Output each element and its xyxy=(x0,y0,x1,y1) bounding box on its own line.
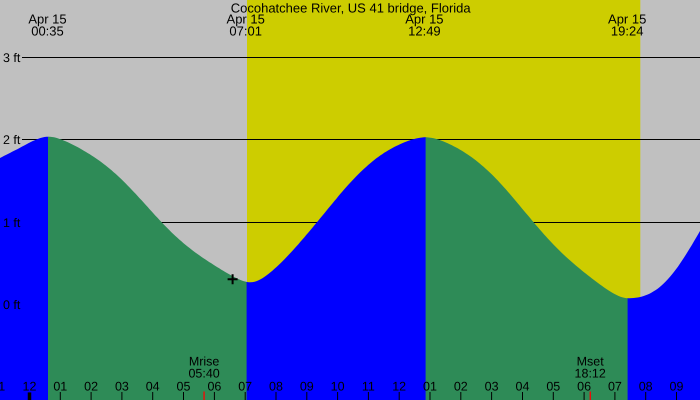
svg-text:09: 09 xyxy=(300,380,314,394)
svg-text:03: 03 xyxy=(115,380,129,394)
svg-text:0 ft: 0 ft xyxy=(3,298,21,312)
svg-text:12: 12 xyxy=(23,380,37,394)
svg-text:12: 12 xyxy=(392,380,406,394)
svg-text:Mrise: Mrise xyxy=(189,355,220,369)
svg-text:08: 08 xyxy=(639,380,653,394)
svg-text:3 ft: 3 ft xyxy=(3,51,21,65)
svg-text:Apr 15: Apr 15 xyxy=(28,12,66,27)
svg-text:04: 04 xyxy=(516,380,530,394)
svg-text:05:40: 05:40 xyxy=(188,367,219,381)
svg-text:11: 11 xyxy=(0,380,5,394)
svg-text:00:35: 00:35 xyxy=(31,24,64,39)
svg-text:12:49: 12:49 xyxy=(408,24,441,39)
svg-text:01: 01 xyxy=(423,380,437,394)
svg-text:07: 07 xyxy=(238,380,252,394)
svg-text:02: 02 xyxy=(454,380,468,394)
svg-text:10: 10 xyxy=(331,380,345,394)
svg-text:Apr 15: Apr 15 xyxy=(405,12,443,27)
svg-text:19:24: 19:24 xyxy=(611,24,644,39)
svg-text:04: 04 xyxy=(146,380,160,394)
svg-text:06: 06 xyxy=(577,380,591,394)
svg-text:08: 08 xyxy=(269,380,283,394)
svg-text:06: 06 xyxy=(207,380,221,394)
svg-text:02: 02 xyxy=(84,380,98,394)
svg-text:01: 01 xyxy=(53,380,67,394)
svg-text:2 ft: 2 ft xyxy=(3,133,21,147)
svg-text:11: 11 xyxy=(362,380,375,394)
svg-text:07: 07 xyxy=(608,380,622,394)
svg-text:Apr 15: Apr 15 xyxy=(608,12,646,27)
svg-text:1 ft: 1 ft xyxy=(3,216,21,230)
svg-text:Cocohatchee River, US 41 bridg: Cocohatchee River, US 41 bridge, Florida xyxy=(231,0,472,15)
svg-text:05: 05 xyxy=(177,380,191,394)
svg-text:18:12: 18:12 xyxy=(575,367,606,381)
svg-text:Mset: Mset xyxy=(577,355,605,369)
svg-text:07:01: 07:01 xyxy=(229,24,262,39)
svg-text:03: 03 xyxy=(485,380,499,394)
svg-text:Apr 15: Apr 15 xyxy=(227,12,265,27)
svg-text:09: 09 xyxy=(670,380,684,394)
svg-text:05: 05 xyxy=(546,380,560,394)
